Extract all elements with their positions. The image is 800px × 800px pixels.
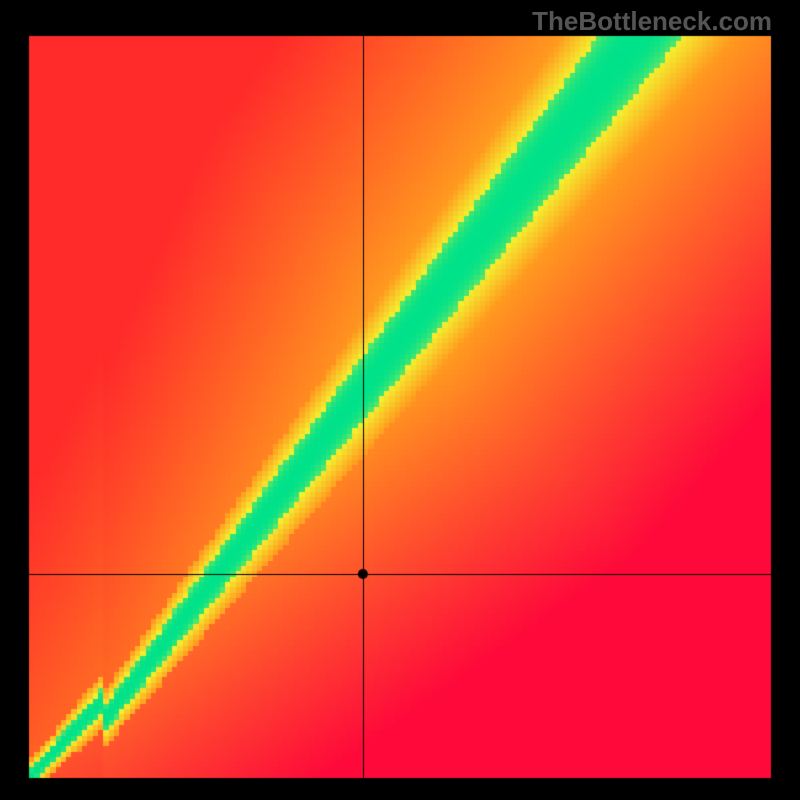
watermark-text: TheBottleneck.com — [532, 6, 772, 37]
crosshair-overlay — [0, 0, 800, 800]
chart-container: { "watermark": { "text": "TheBottleneck.… — [0, 0, 800, 800]
